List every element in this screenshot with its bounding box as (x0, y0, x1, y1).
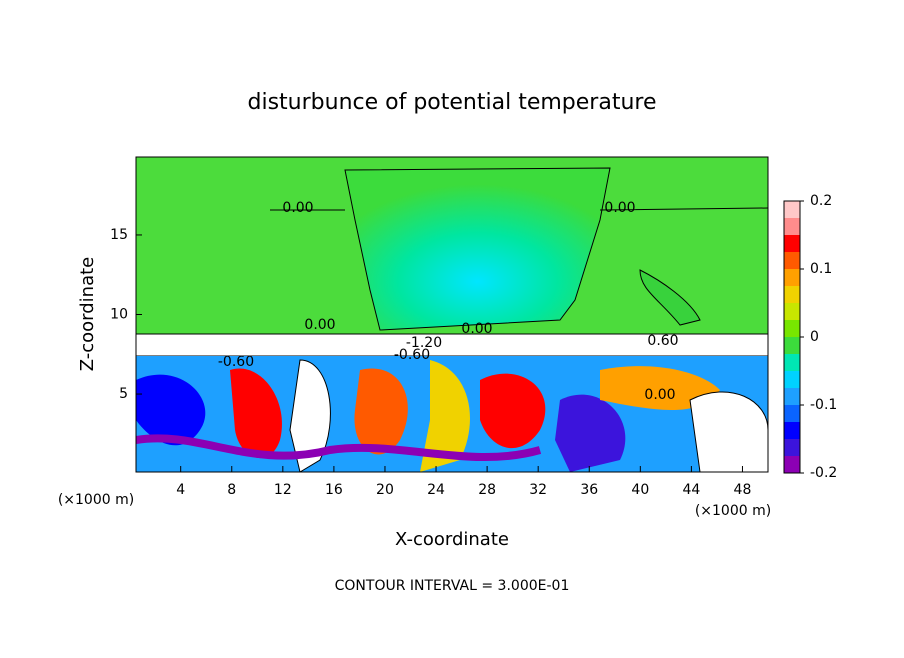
y-axis-label: Z-coordinate (77, 257, 98, 372)
x-tick-label: 36 (580, 482, 598, 498)
contour-label: -0.60 (218, 354, 254, 370)
x-unit: (×1000 m) (695, 503, 771, 519)
x-unit: (×1000 m) (58, 492, 134, 508)
x-axis-label: X-coordinate (395, 529, 509, 550)
blob (230, 368, 282, 459)
blob (289, 359, 331, 472)
contour-label: -0.60 (394, 347, 430, 363)
colorbar-bin (784, 388, 800, 405)
contour-label: -1.20 (406, 335, 442, 351)
colorbar-bin (784, 371, 800, 388)
colorbar-bin (784, 405, 800, 422)
colorbar-tick-label: 0.1 (810, 261, 832, 277)
colorbar-tick-label: 0.2 (810, 193, 832, 209)
blob (689, 391, 768, 472)
x-tick-label: 12 (274, 482, 292, 498)
colorbar-bin (784, 286, 800, 303)
plume (344, 167, 611, 331)
colorbar-tick-label: -0.1 (810, 397, 837, 413)
field (136, 157, 768, 472)
x-tick-label: 48 (734, 482, 752, 498)
blob (480, 373, 546, 449)
contour-label: 0.00 (461, 321, 492, 337)
blob (420, 360, 470, 472)
x-tick-label: 32 (529, 482, 547, 498)
colorbar-bin (784, 337, 800, 354)
colorbar-bin (784, 235, 800, 252)
footer: CONTOUR INTERVAL = 3.000E-01 (335, 578, 570, 594)
y-tick-label: 10 (110, 307, 128, 323)
colorbar-bin (784, 354, 800, 371)
x-tick-label: 4 (176, 482, 185, 498)
colorbar-bin (784, 439, 800, 456)
colorbar-bin (784, 218, 800, 235)
colorbar-bin (784, 252, 800, 269)
colorbar-bin (784, 269, 800, 286)
contour-label: 0.00 (644, 387, 675, 403)
colorbar-bin (784, 422, 800, 439)
blob (600, 366, 720, 410)
colorbar-tick-label: -0.2 (810, 465, 837, 481)
blob (354, 368, 408, 455)
colorbar-tick-label: 0 (810, 329, 819, 345)
y-tick-label: 5 (119, 386, 128, 402)
contour-label: 0.60 (647, 333, 678, 349)
blob (136, 434, 542, 462)
blob (136, 374, 206, 446)
contour-label: 0.00 (604, 200, 635, 216)
y-tick-label: 15 (110, 227, 128, 243)
contour-line (270, 207, 768, 211)
x-tick-label: 44 (682, 482, 700, 498)
chart-title: disturbunce of potential temperature (248, 90, 657, 115)
colorbar-bin (784, 303, 800, 320)
x-tick-label: 8 (227, 482, 236, 498)
contour-label: 0.00 (282, 200, 313, 216)
x-tick-label: 16 (325, 482, 343, 498)
contour-line (639, 269, 701, 326)
colorbar-bin (784, 456, 800, 473)
x-tick-label: 28 (478, 482, 496, 498)
blob (555, 394, 626, 472)
contour-label: 0.00 (304, 317, 335, 333)
x-tick-label: 40 (631, 482, 649, 498)
x-tick-label: 20 (376, 482, 394, 498)
colorbar-bin (784, 320, 800, 337)
colorbar-bin (784, 201, 800, 218)
x-tick-label: 24 (427, 482, 445, 498)
